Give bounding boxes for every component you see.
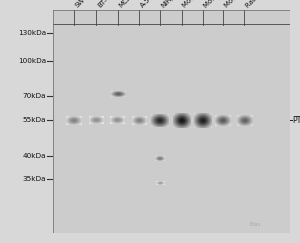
Text: Mouse testis: Mouse testis bbox=[223, 0, 258, 9]
Text: Mouse liver: Mouse liver bbox=[182, 0, 214, 9]
Text: 130kDa: 130kDa bbox=[18, 30, 46, 36]
Text: 35kDa: 35kDa bbox=[23, 175, 46, 182]
Text: Mouse kidney: Mouse kidney bbox=[203, 0, 242, 9]
Text: MCF7: MCF7 bbox=[118, 0, 136, 9]
Text: 55kDa: 55kDa bbox=[23, 117, 46, 123]
Text: NIH/3T3: NIH/3T3 bbox=[160, 0, 184, 9]
Text: SW480: SW480 bbox=[74, 0, 95, 9]
Text: Rat kidney: Rat kidney bbox=[244, 0, 275, 9]
Text: A-549: A-549 bbox=[139, 0, 158, 9]
Text: Elas: Elas bbox=[249, 222, 260, 226]
Text: BT-474: BT-474 bbox=[96, 0, 118, 9]
Text: 70kDa: 70kDa bbox=[23, 93, 46, 99]
Text: 40kDa: 40kDa bbox=[23, 153, 46, 159]
Text: PTK6: PTK6 bbox=[292, 116, 300, 125]
Text: 100kDa: 100kDa bbox=[18, 58, 46, 64]
